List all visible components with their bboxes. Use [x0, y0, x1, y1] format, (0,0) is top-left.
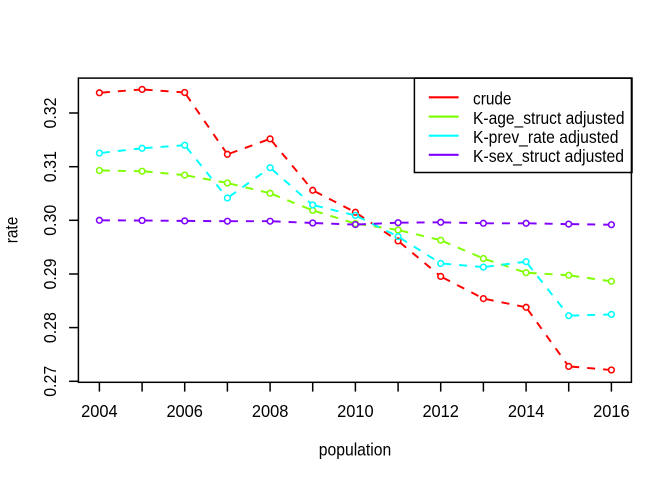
svg-text:K-age_struct adjusted: K-age_struct adjusted	[473, 108, 625, 129]
svg-text:K-prev_rate adjusted: K-prev_rate adjusted	[473, 127, 619, 148]
svg-text:2008: 2008	[252, 401, 289, 421]
svg-text:K-sex_struct adjusted: K-sex_struct adjusted	[473, 146, 624, 167]
svg-text:2010: 2010	[337, 401, 374, 421]
svg-text:0.28: 0.28	[40, 312, 60, 343]
svg-text:0.32: 0.32	[40, 98, 60, 129]
svg-text:rate: rate	[2, 217, 22, 244]
svg-text:2006: 2006	[166, 401, 203, 421]
svg-text:2014: 2014	[508, 401, 545, 421]
svg-text:2004: 2004	[81, 401, 118, 421]
svg-text:2016: 2016	[593, 401, 630, 421]
svg-text:0.31: 0.31	[40, 151, 60, 182]
svg-text:0.27: 0.27	[40, 366, 60, 397]
svg-text:0.30: 0.30	[40, 205, 60, 236]
svg-text:2012: 2012	[422, 401, 459, 421]
svg-text:population: population	[319, 440, 392, 460]
svg-text:crude: crude	[473, 89, 512, 109]
svg-text:0.29: 0.29	[40, 258, 60, 289]
